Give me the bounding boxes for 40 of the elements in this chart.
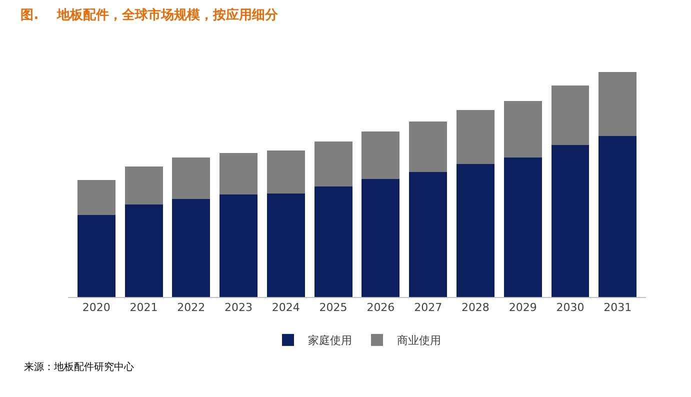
bar	[220, 194, 258, 297]
x-tick-label: 2028	[461, 301, 490, 314]
bar	[362, 132, 400, 179]
x-tick-label: 2023	[224, 301, 253, 314]
x-tick-label: 2024	[272, 301, 300, 314]
bar	[456, 164, 494, 297]
x-tick-label: 2029	[508, 301, 537, 314]
bar	[124, 204, 163, 297]
bar	[409, 172, 448, 297]
bar	[266, 193, 305, 297]
bar	[314, 142, 352, 187]
x-tick-label: 2030	[556, 301, 584, 314]
bar	[409, 121, 448, 172]
legend-label: 家庭使用	[308, 334, 352, 348]
bar	[551, 145, 590, 297]
x-tick-label: 2021	[130, 301, 158, 314]
x-tick-label: 2026	[366, 301, 395, 314]
bar	[220, 152, 258, 195]
legend-label: 商业使用	[397, 334, 441, 348]
bar	[77, 180, 116, 215]
bar	[172, 199, 210, 297]
x-tick-label: 2027	[414, 301, 442, 314]
bar	[314, 186, 352, 297]
bar	[362, 178, 400, 297]
x-tick-label: 2025	[319, 301, 348, 314]
bar	[77, 214, 116, 297]
bar	[598, 136, 637, 297]
bar	[172, 157, 210, 200]
x-tick-label: 2022	[177, 301, 206, 314]
bar	[504, 101, 542, 158]
bar	[124, 166, 163, 205]
x-tick-label: 2031	[604, 301, 632, 314]
bar	[598, 72, 637, 136]
chart-title: 图. 地板配件，全球市场规模，按应用细分	[20, 7, 279, 24]
bar	[456, 110, 494, 164]
bar	[504, 157, 542, 297]
x-tick-label: 2020	[82, 301, 110, 314]
source-note: 来源：地板配件研究中心	[24, 361, 134, 373]
bar	[551, 85, 590, 146]
bar	[266, 150, 305, 194]
